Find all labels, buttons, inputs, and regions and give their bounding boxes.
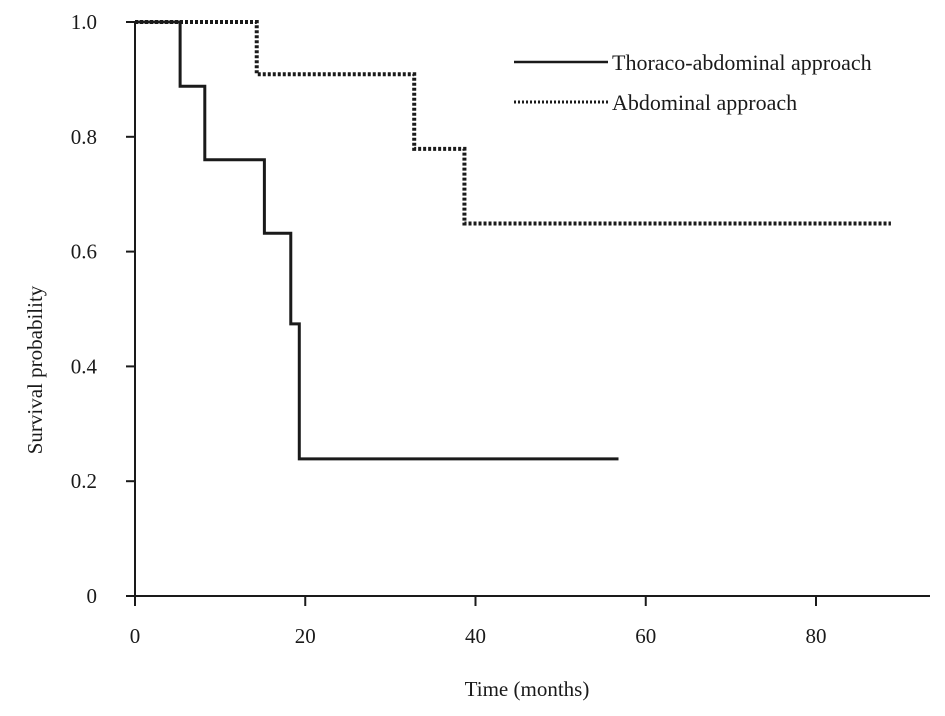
y-axis-title: Survival probability: [23, 285, 47, 454]
y-tick-label: 0.8: [71, 125, 97, 149]
x-tick-label: 0: [130, 624, 141, 648]
series-layer: [135, 20, 891, 461]
legend: Thoraco-abdominal approach Abdominal appr…: [514, 50, 872, 115]
y-tick-label: 0: [87, 584, 98, 608]
y-axis-ticks: 0 0.2 0.4 0.6 0.8 1.0: [71, 10, 135, 608]
y-tick-label: 0.4: [71, 354, 98, 378]
abdominal-approach-line: [135, 20, 891, 226]
legend-label: Thoraco-abdominal approach: [612, 50, 872, 75]
y-tick-label: 1.0: [71, 10, 97, 34]
x-tick-label: 20: [295, 624, 316, 648]
y-tick-label: 0.6: [71, 240, 97, 264]
x-tick-label: 80: [806, 624, 827, 648]
x-axis-title: Time (months): [465, 677, 590, 701]
thoraco-abdominal-approach-line: [135, 20, 619, 461]
x-axis-ticks: 0 20 40 60 80: [130, 596, 827, 648]
legend-label: Abdominal approach: [612, 90, 797, 115]
axes: 0 0.2 0.4 0.6 0.8 1.0 0 20 40 60 80: [71, 10, 930, 648]
y-tick-label: 0.2: [71, 469, 97, 493]
x-tick-label: 60: [635, 624, 656, 648]
x-tick-label: 40: [465, 624, 486, 648]
